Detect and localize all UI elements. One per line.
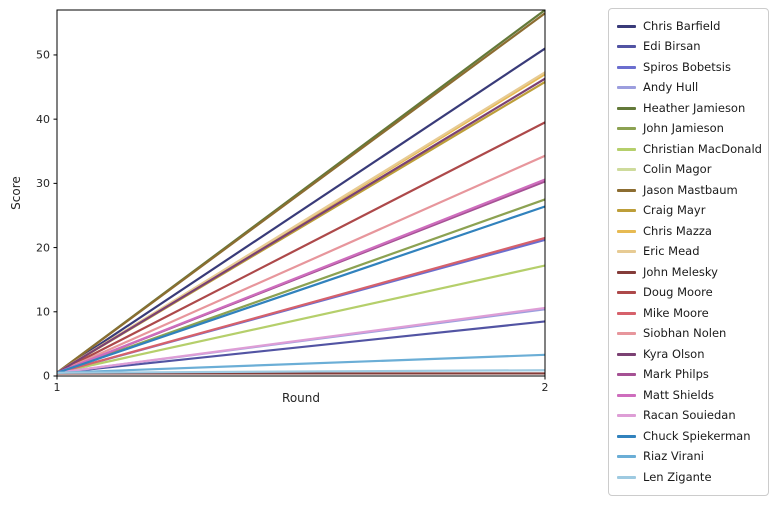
legend-color-swatch <box>617 229 636 233</box>
legend-item-edi-birsan: Edi Birsan <box>617 37 762 58</box>
line-chris-barfield <box>57 47 545 374</box>
legend-label: Eric Mead <box>643 244 700 258</box>
legend-label: Chris Barfield <box>643 18 721 33</box>
legend-color-swatch <box>617 373 636 377</box>
legend-item-spiros-bobetsis: Spiros Bobetsis <box>617 57 762 78</box>
legend-label: Siobhan Nolen <box>643 326 727 340</box>
legend-color-swatch <box>617 45 636 49</box>
legend-item-andy-hull: Andy Hull <box>617 78 762 99</box>
x-tick-label: 2 <box>542 381 549 394</box>
series-lines <box>57 10 545 375</box>
legend-label: John Jamieson <box>643 121 724 135</box>
legend-color-swatch <box>617 352 636 356</box>
x-axis-label: Round <box>282 391 320 405</box>
y-tick-label: 10 <box>36 306 50 319</box>
legend-item-kyra-olson: Kyra Olson <box>617 344 762 365</box>
legend-color-swatch <box>617 127 636 131</box>
y-tick-label: 50 <box>36 49 50 62</box>
legend-box: Chris Barfield Edi Birsan Spiros Bobetsis A… <box>608 8 769 496</box>
legend-color-swatch <box>617 168 636 172</box>
legend-color-swatch <box>617 209 636 213</box>
legend-color-swatch <box>617 332 636 336</box>
legend-label: Spiros Bobetsis <box>643 59 731 74</box>
y-tick-label: 0 <box>43 370 50 383</box>
legend-label: Matt Shields <box>643 387 714 402</box>
y-axis-label: Score <box>9 176 23 210</box>
line-siobhan-nolen <box>57 154 545 374</box>
legend-item-craig-mayr: Craig Mayr <box>617 201 762 222</box>
legend-label: Chuck Spiekerman <box>643 428 751 443</box>
legend-color-swatch <box>617 393 636 397</box>
legend-color-swatch <box>617 86 636 90</box>
legend-item-christian-macdonald: Christian MacDonald <box>617 139 762 160</box>
legend-color-swatch <box>617 106 636 110</box>
line-kyra-olson <box>57 77 545 374</box>
legend-item-mark-philps: Mark Philps <box>617 365 762 386</box>
legend-item-chris-mazza: Chris Mazza <box>617 221 762 242</box>
legend-item-chris-barfield: Chris Barfield <box>617 16 762 37</box>
legend-item-mike-moore: Mike Moore <box>617 303 762 324</box>
legend-label: Christian MacDonald <box>643 141 762 156</box>
line-matt-shields <box>57 178 545 374</box>
line-len-zigante <box>57 369 545 374</box>
legend-item-colin-magor: Colin Magor <box>617 160 762 181</box>
legend-color-swatch <box>617 65 636 69</box>
line-christian-macdonald <box>57 264 545 374</box>
legend-color-swatch <box>617 455 636 459</box>
plot-frame <box>56 9 546 377</box>
legend-item-siobhan-nolen: Siobhan Nolen <box>617 324 762 345</box>
legend-label: Len Zigante <box>643 469 712 484</box>
legend-label: Mark Philps <box>643 367 709 381</box>
legend-label: Mike Moore <box>643 305 709 320</box>
legend-item-racan-souiedan: Racan Souiedan <box>617 406 762 427</box>
legend-label: Andy Hull <box>643 80 699 94</box>
legend-label: Jason Mastbaum <box>643 182 738 197</box>
line-racan-souiedan <box>57 306 545 374</box>
legend-item-len-zigante: Len Zigante <box>617 467 762 488</box>
line-edi-birsan <box>57 320 545 374</box>
legend-item-matt-shields: Matt Shields <box>617 385 762 406</box>
line-john-jamieson <box>57 198 545 374</box>
legend-label: John Melesky <box>643 264 718 279</box>
legend-item-john-melesky: John Melesky <box>617 262 762 283</box>
line-jason-mastbaum <box>57 12 545 374</box>
legend-item-eric-mead: Eric Mead <box>617 242 762 263</box>
legend-label: Colin Magor <box>643 162 712 176</box>
line-doug-moore <box>57 121 545 374</box>
legend-label: Craig Mayr <box>643 203 706 217</box>
legend-item-jason-mastbaum: Jason Mastbaum <box>617 180 762 201</box>
legend-label: Racan Souiedan <box>643 408 736 422</box>
legend-label: Chris Mazza <box>643 223 712 238</box>
legend-color-swatch <box>617 291 636 295</box>
line-chuck-spiekerman <box>57 205 545 374</box>
legend-color-swatch <box>617 311 636 315</box>
legend-item-john-jamieson: John Jamieson <box>617 119 762 140</box>
legend-color-swatch <box>617 188 636 192</box>
legend-color-swatch <box>617 147 636 151</box>
y-tick-label: 40 <box>36 113 50 126</box>
line-riaz-virani <box>57 353 545 374</box>
legend-item-doug-moore: Doug Moore <box>617 283 762 304</box>
legend-item-heather-jamieson: Heather Jamieson <box>617 98 762 119</box>
legend-color-swatch <box>617 434 636 438</box>
legend-label: Riaz Virani <box>643 449 704 463</box>
legend-item-chuck-spiekerman: Chuck Spiekerman <box>617 426 762 447</box>
legend-label: Doug Moore <box>643 285 713 299</box>
legend-color-swatch <box>617 24 636 28</box>
legend-color-swatch <box>617 270 636 274</box>
y-tick-label: 30 <box>36 177 50 190</box>
legend-item-riaz-virani: Riaz Virani <box>617 447 762 468</box>
legend-label: Edi Birsan <box>643 39 701 53</box>
legend-color-swatch <box>617 475 636 479</box>
legend-label: Kyra Olson <box>643 346 705 361</box>
x-tick-label: 1 <box>54 381 61 394</box>
y-tick-label: 20 <box>36 241 50 254</box>
legend-label: Heather Jamieson <box>643 100 746 115</box>
legend-color-swatch <box>617 250 636 254</box>
line-mike-moore <box>57 236 545 374</box>
legend-color-swatch <box>617 414 636 418</box>
